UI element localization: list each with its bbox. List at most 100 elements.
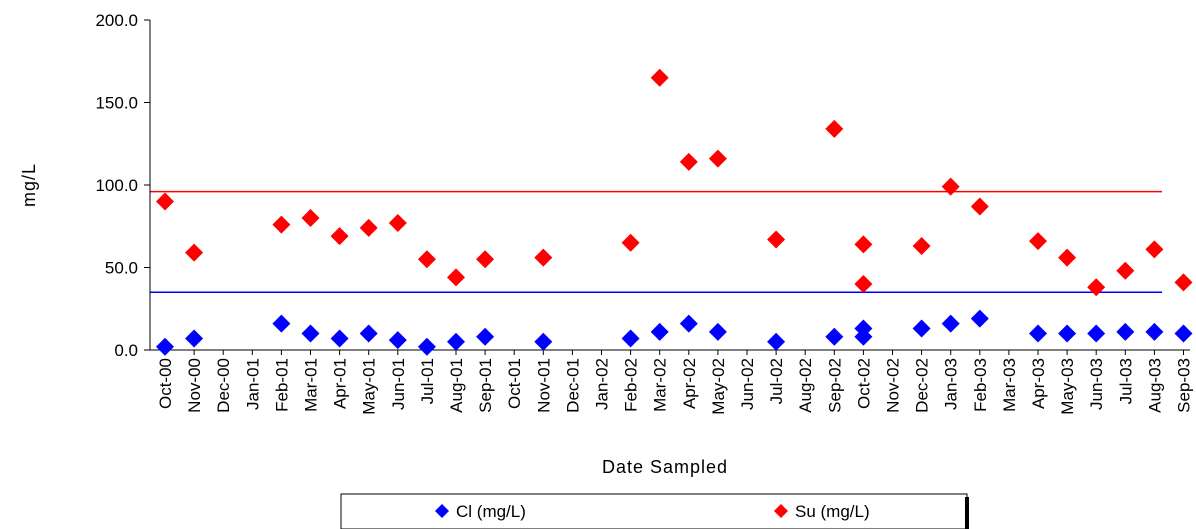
- x-tick-label: Jan-03: [942, 358, 961, 410]
- y-tick-label: 150.0: [95, 94, 138, 113]
- su-data-point: [708, 149, 727, 168]
- su-data-point: [970, 197, 989, 216]
- x-tick-label: Aug-01: [447, 358, 466, 413]
- su-data-point: [650, 68, 669, 87]
- x-axis-title: Date Sampled: [602, 457, 728, 477]
- cl-data-point: [854, 319, 873, 338]
- legend: Cl (mg/L) Su (mg/L): [340, 493, 969, 529]
- x-tick-label: Mar-02: [651, 358, 670, 412]
- x-tick-label: Feb-02: [622, 358, 641, 412]
- x-tick-label: Jun-01: [389, 358, 408, 410]
- su-data-point: [1145, 240, 1164, 259]
- x-tick-label: Dec-02: [913, 358, 932, 413]
- su-data-point: [359, 218, 378, 237]
- x-tick-label: Sep-03: [1175, 358, 1194, 413]
- cl-data-point: [447, 332, 465, 351]
- x-tick-label: Aug-02: [796, 358, 815, 413]
- cl-data-point: [679, 314, 698, 333]
- su-data-point: [941, 177, 960, 196]
- cl-data-point: [359, 324, 378, 343]
- cl-data-point: [185, 329, 204, 348]
- y-axis-title: mg/L: [19, 163, 39, 207]
- x-tick-label: Feb-01: [272, 358, 291, 412]
- x-tick-label: May-01: [360, 358, 379, 415]
- su-data-point: [854, 275, 873, 293]
- cl-data-point: [1145, 322, 1164, 341]
- su-data-point: [1029, 232, 1047, 251]
- x-tick-label: Jan-02: [593, 358, 612, 410]
- cl-data-point: [272, 314, 291, 333]
- x-tick-label: Mar-03: [1000, 358, 1019, 412]
- legend-shadow: [965, 497, 969, 529]
- x-tick-label: Nov-02: [884, 358, 903, 413]
- su-data-point: [1116, 261, 1135, 280]
- x-tick-label: Dec-00: [214, 358, 233, 413]
- su-data-point: [417, 250, 436, 269]
- x-axis-ticks: Oct-00 Nov-00 Dec-00 Jan-01 Feb-01 Mar-01 Apr-…: [156, 350, 1194, 415]
- x-tick-label: Sep-01: [476, 358, 495, 413]
- x-tick-label: Aug-03: [1145, 358, 1164, 413]
- su-data-point: [272, 215, 291, 234]
- su-data-point: [825, 119, 844, 138]
- legend-label-su: Su (mg/L): [795, 502, 870, 521]
- su-data-point: [679, 152, 698, 171]
- cl-data-point: [330, 329, 349, 348]
- cl-data-point: [912, 319, 931, 338]
- x-tick-label: Apr-02: [680, 358, 699, 409]
- su-data-point: [1058, 248, 1077, 267]
- chart-axes: [149, 20, 1190, 351]
- legend-marker-cl: [435, 504, 449, 518]
- cl-data-point: [156, 337, 174, 356]
- su-data-point: [621, 233, 640, 252]
- cl-data-point: [767, 332, 786, 351]
- x-tick-label: Jul-03: [1116, 358, 1135, 404]
- x-tick-label: Apr-03: [1029, 358, 1048, 409]
- cl-data-point: [650, 322, 669, 341]
- su-data-point: [388, 213, 407, 232]
- su-data-point: [185, 243, 204, 262]
- cl-data-point: [621, 329, 640, 348]
- cl-data-point: [1087, 324, 1106, 343]
- y-tick-label: 50.0: [105, 259, 138, 278]
- x-tick-label: Jul-01: [418, 358, 437, 404]
- su-data-point: [330, 227, 349, 246]
- cl-data-point: [941, 314, 960, 333]
- cl-data-point: [1029, 324, 1047, 343]
- cl-data-point: [534, 332, 553, 351]
- x-tick-label: Oct-00: [156, 358, 175, 409]
- su-data-point: [534, 248, 553, 267]
- cl-data-point: [970, 309, 989, 328]
- y-axis-ticks: 0.0 50.0 100.0 150.0 200.0: [95, 11, 150, 360]
- x-tick-label: Jun-02: [738, 358, 757, 410]
- cl-data-point: [388, 331, 407, 350]
- legend-marker-su: [774, 504, 788, 518]
- legend-box: [340, 493, 968, 529]
- x-tick-label: Nov-01: [534, 358, 553, 413]
- x-tick-label: Apr-01: [331, 358, 350, 409]
- su-data-point: [1174, 273, 1193, 292]
- cl-data-point: [1058, 324, 1077, 343]
- x-tick-label: Nov-00: [185, 358, 204, 413]
- x-tick-label: Sep-02: [825, 358, 844, 413]
- reference-lines: [150, 190, 1162, 293]
- x-tick-label: May-02: [709, 358, 728, 415]
- y-tick-label: 100.0: [95, 176, 138, 195]
- x-tick-label: May-03: [1058, 358, 1077, 415]
- x-tick-label: Jan-01: [243, 358, 262, 410]
- su-data-point: [912, 237, 931, 256]
- data-points: [156, 68, 1193, 356]
- x-tick-label: Feb-03: [971, 358, 990, 412]
- y-tick-label: 0.0: [114, 341, 138, 360]
- x-tick-label: Oct-01: [505, 358, 524, 409]
- su-data-point: [447, 268, 465, 287]
- su-data-point: [767, 230, 786, 249]
- su-data-point: [854, 235, 873, 254]
- su-data-point: [156, 192, 174, 211]
- cl-data-point: [417, 337, 436, 356]
- legend-label-cl: Cl (mg/L): [456, 502, 526, 521]
- x-tick-label: Oct-02: [854, 358, 873, 409]
- x-tick-label: Dec-01: [563, 358, 582, 413]
- cl-data-point: [476, 327, 495, 346]
- cl-data-point: [1174, 324, 1193, 343]
- x-tick-label: Jun-03: [1087, 358, 1106, 410]
